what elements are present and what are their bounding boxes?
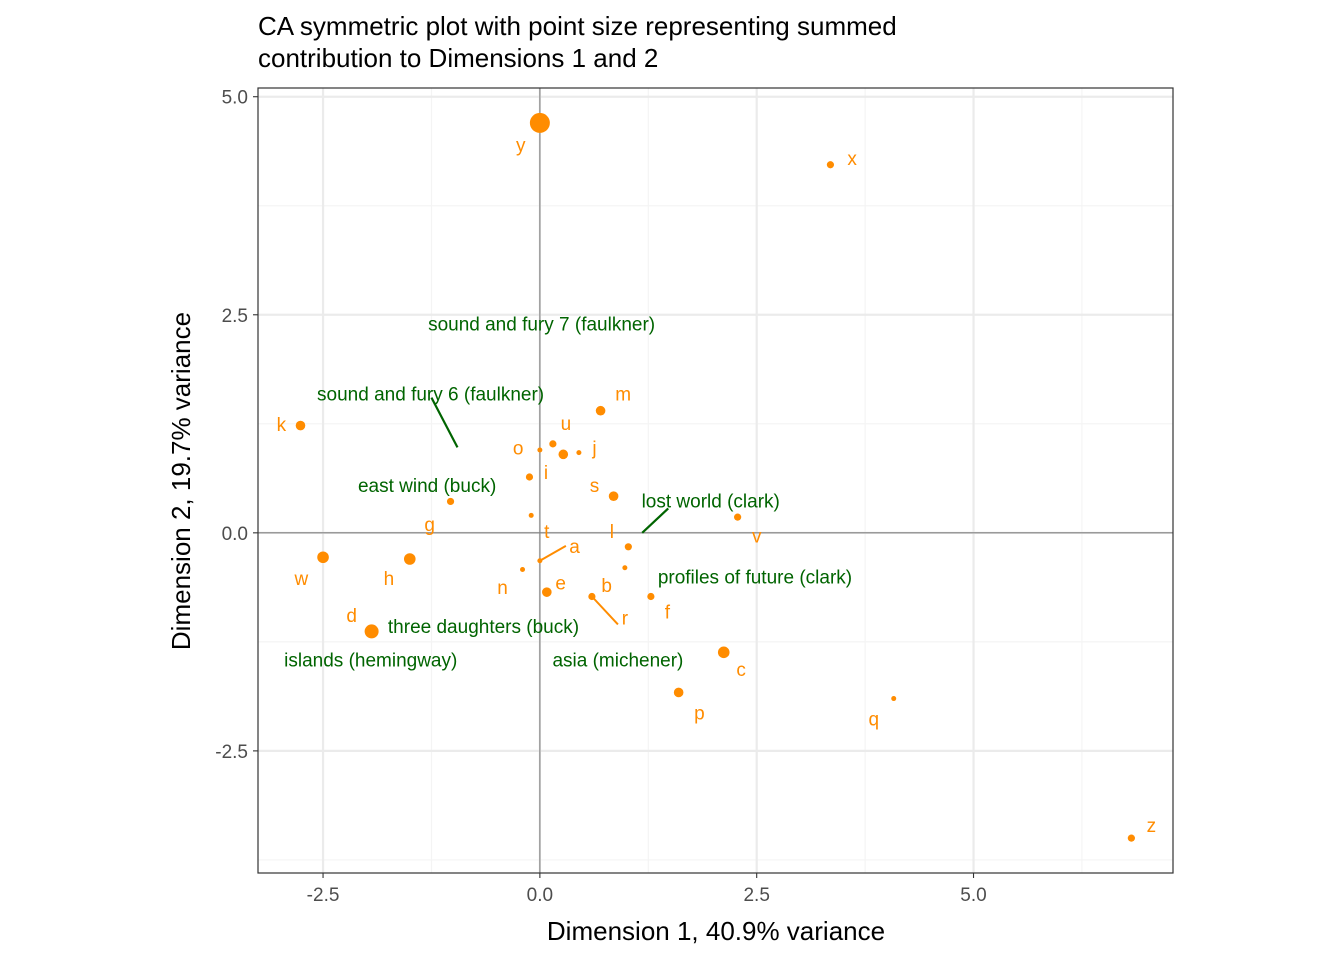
point-h bbox=[403, 553, 416, 565]
point-label-j: j bbox=[591, 438, 596, 459]
point-n bbox=[520, 566, 526, 572]
point-y bbox=[529, 112, 550, 133]
point-label-f: f bbox=[665, 602, 671, 623]
point-label-p: p bbox=[694, 704, 705, 725]
text-label: sound and fury 6 (faulkner) bbox=[317, 384, 544, 405]
point-q bbox=[891, 696, 897, 702]
point-label-i: i bbox=[544, 463, 548, 484]
point-d bbox=[364, 624, 379, 639]
x-tick-label: -2.5 bbox=[307, 885, 340, 906]
axes bbox=[258, 88, 1173, 873]
text-label: three daughters (buck) bbox=[388, 617, 579, 638]
point-label-w: w bbox=[293, 569, 308, 590]
point-t bbox=[528, 512, 534, 518]
point-a bbox=[537, 558, 543, 564]
point-p bbox=[673, 687, 684, 698]
text-label: east wind (buck) bbox=[358, 476, 496, 497]
point-label-q: q bbox=[868, 710, 879, 731]
x-tick-label: 0.0 bbox=[527, 885, 553, 906]
point-label-b: b bbox=[601, 576, 612, 597]
point-w bbox=[317, 551, 329, 564]
point-label-c: c bbox=[736, 660, 746, 681]
point-label-u: u bbox=[561, 414, 572, 435]
point-i2 bbox=[525, 473, 534, 481]
point-label-z: z bbox=[1147, 816, 1157, 837]
point-label-k: k bbox=[277, 415, 287, 436]
point-j bbox=[576, 450, 582, 456]
point-label-a: a bbox=[569, 537, 580, 558]
point-r bbox=[589, 594, 595, 600]
x-tick-label: 5.0 bbox=[960, 885, 986, 906]
point-i bbox=[558, 449, 569, 460]
y-tick-label: 2.5 bbox=[222, 306, 248, 327]
y-tick-label: -2.5 bbox=[215, 742, 248, 763]
point-l bbox=[624, 543, 632, 551]
point-label-n: n bbox=[497, 578, 508, 599]
text-label: profiles of future (clark) bbox=[658, 567, 852, 588]
axis-ticks: -2.5 0.0 2.5 5.0 -2.5 0.0 2.5 5.0 bbox=[215, 88, 986, 906]
point-z bbox=[1127, 834, 1135, 842]
text-label: sound and fury 7 (faulkner) bbox=[428, 315, 655, 336]
point-label-g: g bbox=[424, 515, 435, 536]
point-k bbox=[295, 420, 306, 431]
y-axis-title: Dimension 2, 19.7% variance bbox=[166, 312, 196, 650]
chart-title-line-1: CA symmetric plot with point size repres… bbox=[258, 11, 897, 41]
text-label: lost world (clark) bbox=[642, 492, 780, 513]
y-tick-label: 0.0 bbox=[222, 524, 248, 545]
point-label-t: t bbox=[544, 522, 550, 543]
point-label-x: x bbox=[847, 149, 857, 170]
point-label-s: s bbox=[590, 476, 600, 497]
connector-a bbox=[539, 545, 567, 562]
point-label-l: l bbox=[610, 522, 614, 543]
label-connectors bbox=[430, 397, 669, 626]
connector-lost-world bbox=[641, 507, 669, 534]
panel-border bbox=[257, 87, 1174, 874]
point-label-e: e bbox=[555, 574, 566, 595]
point-s bbox=[608, 491, 619, 502]
data-points bbox=[295, 112, 1135, 842]
point-x bbox=[826, 161, 835, 169]
y-tick-label: 5.0 bbox=[222, 88, 248, 109]
point-label-o: o bbox=[513, 438, 524, 459]
point-v bbox=[734, 513, 742, 521]
point-u bbox=[549, 440, 557, 448]
text-label: islands (hemingway) bbox=[284, 650, 457, 671]
point-label-y: y bbox=[516, 136, 526, 157]
point-o bbox=[537, 447, 543, 453]
connector-r bbox=[591, 595, 619, 626]
point-label-m: m bbox=[615, 384, 631, 405]
connector-sound-and-fury-6 bbox=[430, 397, 459, 448]
point-labels: y x m k u o j i s g t v l a w h n e b f r d c p q z sound and fury… bbox=[277, 136, 1156, 837]
x-tick-label: 2.5 bbox=[743, 885, 769, 906]
chart-title-line-2: contribution to Dimensions 1 and 2 bbox=[258, 43, 658, 73]
point-label-d: d bbox=[346, 606, 357, 627]
x-axis-title: Dimension 1, 40.9% variance bbox=[547, 916, 885, 946]
point-label-h: h bbox=[384, 569, 395, 590]
point-c bbox=[717, 646, 730, 659]
point-m bbox=[595, 405, 606, 416]
point-label-v: v bbox=[752, 526, 762, 547]
point-profiles-dot bbox=[622, 565, 628, 571]
point-label-r: r bbox=[622, 608, 629, 629]
text-label: asia (michener) bbox=[552, 650, 683, 671]
point-g bbox=[446, 497, 455, 506]
point-f bbox=[647, 592, 655, 601]
point-e bbox=[542, 587, 552, 597]
